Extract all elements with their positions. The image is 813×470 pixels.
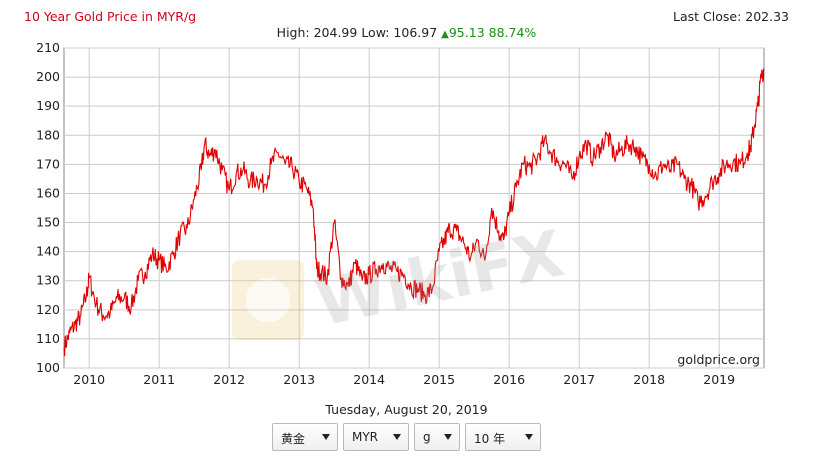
y-tick-label: 150	[36, 215, 60, 230]
y-tick-label: 200	[36, 69, 60, 84]
source-label: goldprice.org	[677, 352, 760, 367]
gold-price-chart: 100 110 120 130 140 150 160 170 180 190 200 210 201…	[36, 40, 765, 387]
gold-price-line	[63, 68, 765, 357]
x-axis: 2010 2011 2012 2013 2014 2015 2016 2017 2018 2019	[73, 372, 735, 387]
plot-area	[63, 47, 765, 369]
currency-select[interactable]: MYR	[343, 423, 409, 451]
chart-title: 10 Year Gold Price in MYR/g	[24, 9, 197, 24]
x-tick-label: 2012	[213, 372, 245, 387]
last-close-value: Last Close: 202.33	[673, 9, 789, 24]
y-tick-label: 170	[36, 156, 60, 171]
x-tick-label: 2017	[563, 372, 595, 387]
y-tick-label: 210	[36, 40, 60, 55]
y-tick-label: 100	[36, 360, 60, 375]
y-tick-label: 160	[36, 185, 60, 200]
y-tick-label: 120	[36, 302, 60, 317]
change-percent: 88.74%	[488, 25, 537, 40]
x-tick-label: 2014	[353, 372, 385, 387]
y-axis: 100 110 120 130 140 150 160 170 180 190 200 210	[36, 40, 60, 375]
metal-select[interactable]: 黄金	[272, 423, 338, 451]
y-tick-label: 110	[36, 331, 60, 346]
y-tick-label: 180	[36, 127, 60, 142]
range-select-value: 10 年	[474, 432, 506, 446]
chevron-down-icon	[393, 434, 401, 440]
change-value: 95.13	[448, 25, 485, 40]
metal-select-value: 黄金	[281, 432, 306, 446]
up-arrow-icon: ▲	[441, 29, 449, 40]
unit-select[interactable]: g	[414, 423, 460, 451]
x-tick-label: 2013	[283, 372, 315, 387]
high-value: High: 204.99	[276, 25, 358, 40]
x-tick-label: 2019	[703, 372, 735, 387]
low-value: Low: 106.97	[361, 25, 438, 40]
current-date: Tuesday, August 20, 2019	[325, 402, 488, 417]
y-tick-label: 130	[36, 273, 60, 288]
x-tick-label: 2010	[73, 372, 105, 387]
currency-select-value: MYR	[352, 430, 379, 444]
chevron-down-icon	[322, 434, 330, 440]
y-tick-label: 140	[36, 244, 60, 259]
chevron-down-icon	[525, 434, 533, 440]
x-tick-label: 2016	[493, 372, 525, 387]
x-tick-label: 2018	[633, 372, 665, 387]
high-low-summary: High: 204.99 Low: 106.97 ▲95.13 88.74%	[0, 25, 813, 40]
x-tick-label: 2015	[423, 372, 455, 387]
x-tick-label: 2011	[143, 372, 175, 387]
unit-select-value: g	[423, 430, 431, 444]
y-tick-label: 190	[36, 98, 60, 113]
chevron-down-icon	[444, 434, 452, 440]
range-select[interactable]: 10 年	[465, 423, 541, 451]
